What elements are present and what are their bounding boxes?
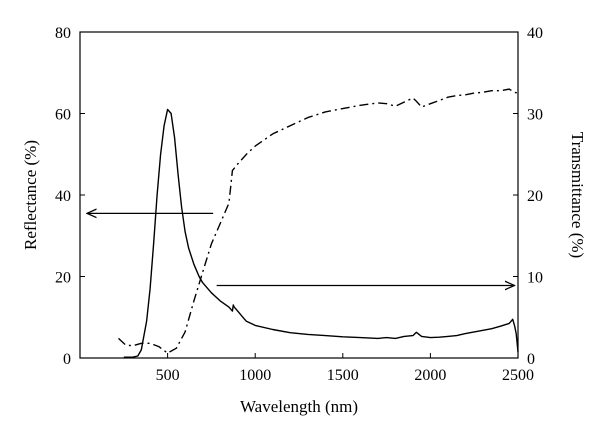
x-tick-label: 1500: [327, 367, 359, 384]
left-y-tick-label: 20: [55, 270, 71, 287]
right-y-axis-title: Transmittance (%): [568, 132, 587, 258]
right-y-tick-label: 30: [527, 107, 543, 124]
left-y-tick-label: 0: [63, 351, 71, 368]
transmittance-series-line: [118, 88, 519, 354]
annotation-layer: [87, 213, 514, 285]
x-tick-label: 500: [156, 367, 180, 384]
right-y-tick-label: 20: [527, 188, 543, 205]
left-y-tick-label: 80: [55, 25, 71, 42]
left-y-tick-label: 60: [55, 107, 71, 124]
left-y-tick-label: 40: [55, 188, 71, 205]
x-tick-label: 1000: [239, 367, 271, 384]
plot-area-frame: [79, 31, 519, 359]
right-y-axis-ticks: 0 10 20 30 40: [513, 25, 543, 368]
left-y-axis-title: Reflectance (%): [21, 140, 40, 250]
right-y-tick-label: 0: [527, 351, 535, 368]
x-axis-title: Wavelength (nm): [240, 397, 358, 416]
x-axis-ticks: 500 1000 1500 2000 2500: [156, 353, 534, 384]
series-layer: [118, 88, 519, 358]
left-y-axis-ticks: 0 20 40 60 80: [55, 25, 85, 368]
reflectance-series-line: [123, 108, 519, 358]
right-y-tick-label: 10: [527, 270, 543, 287]
x-tick-label: 2500: [502, 367, 534, 384]
right-y-tick-label: 40: [527, 25, 543, 42]
x-tick-label: 2000: [414, 367, 446, 384]
